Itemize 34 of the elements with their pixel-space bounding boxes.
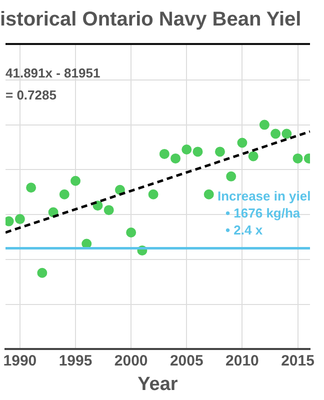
point (259, 120, 270, 130)
text: 41.891x - 81951 (6, 66, 100, 81)
point (70, 176, 81, 186)
point (170, 153, 181, 164)
chart-title: istorical Ontario Navy Bean Yiel (0, 8, 302, 31)
point (282, 128, 292, 139)
x-tick-label: 1990 (3, 352, 37, 370)
annotation: • 1676 kg/ha (226, 206, 301, 221)
point (214, 146, 225, 157)
annotation: Increase in yiel (218, 188, 311, 204)
point (237, 138, 248, 148)
point (104, 205, 114, 216)
point (148, 189, 158, 200)
point (292, 153, 303, 164)
x-tick-label: 2015 (281, 352, 314, 370)
x-axis-title: Year (138, 374, 178, 395)
point (204, 189, 214, 200)
x-tick-label: 2000 (114, 352, 148, 370)
x-tick-label: 1995 (58, 352, 92, 370)
point (226, 171, 236, 182)
point (59, 189, 70, 200)
text: = 0.7285 (6, 88, 56, 103)
x-tick-label: 2010 (226, 352, 259, 370)
point (14, 214, 25, 224)
point (37, 268, 48, 278)
x-tick-label: 2005 (170, 352, 204, 370)
point (126, 228, 136, 238)
point (270, 128, 281, 139)
point (248, 151, 258, 162)
annotation: • 2.4 x (226, 222, 264, 238)
point (182, 144, 192, 154)
point (192, 146, 203, 157)
point (26, 182, 36, 193)
point (159, 148, 170, 159)
